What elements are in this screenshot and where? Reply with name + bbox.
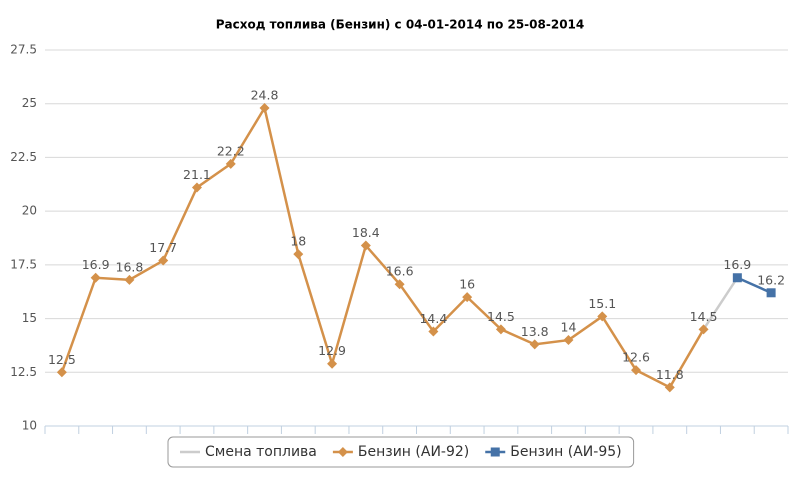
chart-title: Расход топлива (Бензин) с 04-01-2014 по …	[216, 18, 585, 32]
legend-label: Бензин (АИ-92)	[358, 444, 469, 460]
data-label: 14.4	[419, 311, 447, 326]
data-label: 16	[459, 277, 475, 292]
point	[664, 382, 675, 393]
data-label: 14.5	[690, 309, 718, 324]
y-tick-label: 20	[22, 204, 37, 218]
point	[428, 326, 439, 337]
data-label: 13.8	[521, 324, 549, 339]
data-label: 15.1	[588, 296, 616, 311]
data-label: 16.2	[757, 272, 785, 287]
point	[90, 272, 101, 283]
data-label: 16.8	[116, 259, 144, 274]
point	[191, 182, 202, 193]
point	[327, 358, 338, 369]
data-label: 11.8	[656, 367, 684, 382]
data-label: 17.7	[149, 240, 177, 255]
y-tick-label: 25	[22, 96, 37, 110]
y-tick-label: 17.5	[10, 257, 37, 271]
point	[259, 103, 270, 114]
data-label: 12.9	[318, 343, 346, 358]
data-label: 16.9	[82, 257, 110, 272]
point	[360, 240, 371, 251]
point	[56, 367, 67, 378]
legend-box	[167, 436, 635, 468]
y-tick-label: 12.5	[10, 365, 37, 379]
point	[225, 158, 236, 169]
data-label: 16.6	[386, 264, 414, 279]
point	[462, 292, 473, 303]
legend-label: Смена топлива	[205, 444, 317, 460]
data-label: 18	[290, 234, 306, 249]
data-label: 14.5	[487, 309, 515, 324]
data-label: 21.1	[183, 167, 211, 182]
point	[563, 335, 574, 346]
data-label: 16.9	[723, 257, 751, 272]
point	[124, 274, 135, 285]
point	[631, 365, 642, 376]
y-tick-label: 27.5	[10, 43, 37, 57]
point	[597, 311, 608, 322]
data-label: 14	[561, 320, 577, 335]
data-label: 12.5	[48, 352, 76, 367]
point	[698, 324, 709, 335]
series-line	[736, 276, 772, 294]
y-tick-label: 22.5	[10, 150, 37, 164]
series-line	[60, 104, 705, 389]
point	[766, 288, 776, 298]
y-tick-label: 15	[22, 311, 37, 325]
y-tick-label: 10	[22, 419, 37, 433]
point	[490, 447, 500, 457]
point	[529, 339, 540, 350]
data-label: 22.2	[217, 143, 245, 158]
point	[394, 279, 405, 290]
series-line	[702, 277, 739, 330]
legend-label: Бензин (АИ-95)	[510, 444, 621, 460]
data-label: 24.8	[251, 88, 279, 103]
point	[732, 273, 742, 283]
point	[495, 324, 506, 335]
legend: Смена топлива Бензин (АИ-92) Бензин (АИ-95…	[167, 436, 635, 468]
point	[293, 249, 304, 260]
data-label: 12.6	[622, 350, 650, 365]
point	[337, 447, 348, 457]
data-label: 18.4	[352, 225, 380, 240]
point	[158, 255, 169, 266]
